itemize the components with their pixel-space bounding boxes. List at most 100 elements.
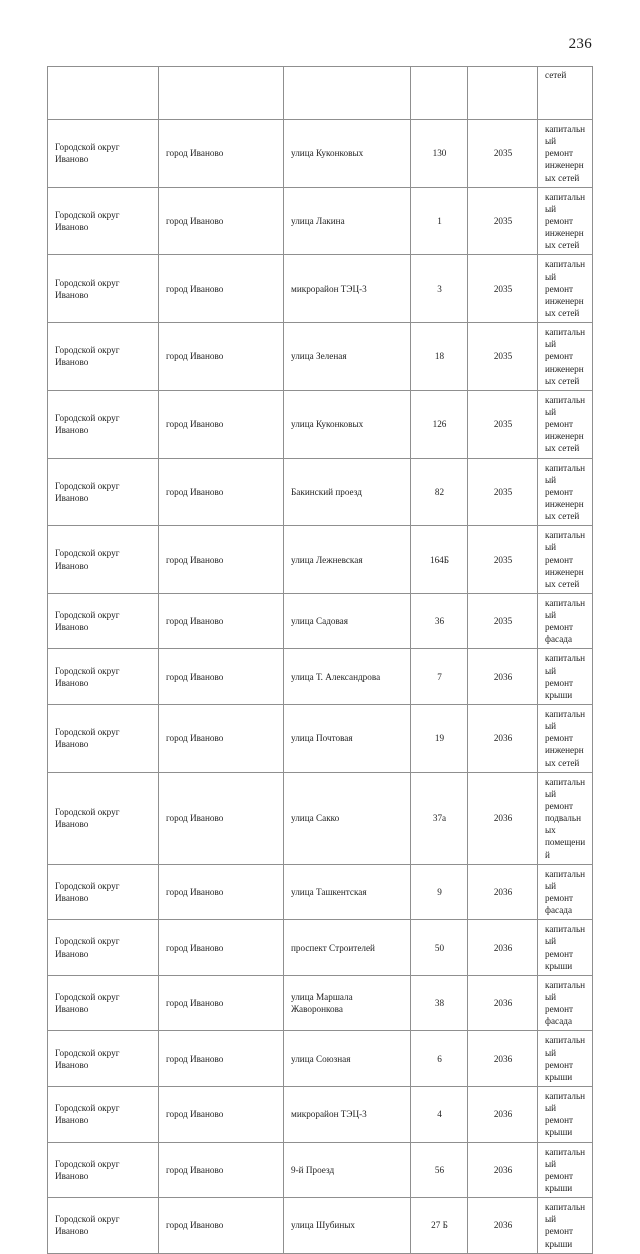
cell-year: 2036 — [467, 1085, 538, 1143]
cell-street: проспект Строителей — [283, 919, 411, 976]
cell-house-number: 82 — [410, 457, 468, 527]
cell-work-type: капитальный ремонт крыши — [537, 1141, 593, 1199]
table-row: Городской округ Иваново город Иваново улиц… — [47, 119, 593, 188]
cell-work-type: капитальный ремонт крыши — [537, 1197, 593, 1254]
cell-work-type: сетей — [537, 66, 593, 120]
cell-house-number: 1 — [410, 186, 468, 256]
table-row: Городской округ Иваново город Иваново улиц… — [47, 704, 593, 773]
cell-muniicipality: Городской округ Иваново — [47, 457, 159, 527]
cell-house-number: 37а — [410, 771, 468, 865]
cell-street: улица Почтовая — [283, 704, 411, 773]
cell-year: 2035 — [467, 186, 538, 256]
table-row: Городской округ Иваново город Иваново улиц… — [47, 1197, 593, 1254]
cell-year: 2036 — [467, 1141, 538, 1199]
cell-house-number: 4 — [410, 1085, 468, 1143]
cell-work-type: капитальный ремонт крыши — [537, 648, 593, 706]
cell-work-type: капитальный ремонт инженерных сетей — [537, 254, 593, 324]
cell-year: 2036 — [467, 974, 538, 1032]
cell-year: 2036 — [467, 919, 538, 976]
cell-house-number: 126 — [410, 389, 468, 459]
cell-year: 2036 — [467, 1197, 538, 1254]
cell-settlement: город Иваново — [158, 525, 284, 594]
cell-house-number: 6 — [410, 1030, 468, 1087]
cell-street: микрорайон ТЭЦ-3 — [283, 254, 411, 324]
cell-work-type: капитальный ремонт подвальных помещений — [537, 771, 593, 865]
cell-settlement: город Иваново — [158, 863, 284, 921]
cell-muniicipality: Городской округ Иваново — [47, 648, 159, 706]
table-row: Городской округ Иваново город Иваново улиц… — [47, 863, 593, 921]
page-number: 236 — [568, 36, 592, 52]
cell-muniicipality: Городской округ Иваново — [47, 592, 159, 650]
cell-settlement: город Иваново — [158, 592, 284, 650]
cell-house-number: 36 — [410, 592, 468, 650]
cell-street: улица Шубиных — [283, 1197, 411, 1254]
capital-repair-program-table-container: сетей Городской округ Иваново город Иванов… — [47, 66, 593, 1254]
cell-year: 2035 — [467, 389, 538, 459]
cell-work-type: капитальный ремонт инженерных сетей — [537, 525, 593, 594]
cell-street: Бакинский проезд — [283, 457, 411, 527]
table-row: Городской округ Иваново город Иваново улиц… — [47, 186, 593, 256]
cell-muniicipality: Городской округ Иваново — [47, 389, 159, 459]
cell-street: улица Т. Александрова — [283, 648, 411, 706]
cell-settlement: город Иваново — [158, 1030, 284, 1087]
cell-house-number: 3 — [410, 254, 468, 324]
cell-street: улица Союзная — [283, 1030, 411, 1087]
cell-house-number — [410, 66, 468, 120]
cell-work-type: капитальный ремонт инженерных сетей — [537, 322, 593, 391]
cell-settlement: город Иваново — [158, 648, 284, 706]
cell-street: улица Куконковых — [283, 389, 411, 459]
table-row: Городской округ Иваново город Иваново улиц… — [47, 974, 593, 1032]
cell-house-number: 7 — [410, 648, 468, 706]
cell-street: улица Лежневская — [283, 525, 411, 594]
cell-settlement: город Иваново — [158, 919, 284, 976]
cell-house-number: 38 — [410, 974, 468, 1032]
cell-work-type: капитальный ремонт фасада — [537, 974, 593, 1032]
cell-street: улица Маршала Жаворонкова — [283, 974, 411, 1032]
cell-muniicipality — [47, 66, 159, 120]
cell-house-number: 18 — [410, 322, 468, 391]
cell-work-type: капитальный ремонт инженерных сетей — [537, 186, 593, 256]
cell-year: 2035 — [467, 592, 538, 650]
cell-settlement — [158, 66, 284, 120]
cell-muniicipality: Городской округ Иваново — [47, 1141, 159, 1199]
cell-year — [467, 66, 538, 120]
table-row: Городской округ Иваново город Иваново улиц… — [47, 592, 593, 650]
cell-house-number: 9 — [410, 863, 468, 921]
cell-street: улица Куконковых — [283, 119, 411, 188]
table-row: Городской округ Иваново город Иваново улиц… — [47, 648, 593, 706]
cell-work-type: капитальный ремонт крыши — [537, 1085, 593, 1143]
document-page: 236 сетей Городской округ Иваново город Ив… — [47, 36, 593, 1254]
cell-street: улица Сакко — [283, 771, 411, 865]
cell-year: 2035 — [467, 254, 538, 324]
cell-street: улица Садовая — [283, 592, 411, 650]
table-row: Городской округ Иваново город Иваново микр… — [47, 1085, 593, 1143]
cell-muniicipality: Городской округ Иваново — [47, 1085, 159, 1143]
cell-street: улица Лакина — [283, 186, 411, 256]
cell-street: улица Зеленая — [283, 322, 411, 391]
cell-muniicipality: Городской округ Иваново — [47, 1197, 159, 1254]
cell-house-number: 130 — [410, 119, 468, 188]
cell-muniicipality: Городской округ Иваново — [47, 254, 159, 324]
cell-muniicipality: Городской округ Иваново — [47, 863, 159, 921]
cell-work-type: капитальный ремонт инженерных сетей — [537, 704, 593, 773]
cell-year: 2035 — [467, 322, 538, 391]
cell-year: 2035 — [467, 457, 538, 527]
cell-muniicipality: Городской округ Иваново — [47, 771, 159, 865]
table-row: Городской округ Иваново город Иваново Баки… — [47, 457, 593, 527]
cell-house-number: 164Б — [410, 525, 468, 594]
cell-settlement: город Иваново — [158, 974, 284, 1032]
cell-street — [283, 66, 411, 120]
cell-muniicipality: Городской округ Иваново — [47, 186, 159, 256]
table-row: Городской округ Иваново город Иваново прос… — [47, 919, 593, 976]
table-row: Городской округ Иваново город Иваново улиц… — [47, 1030, 593, 1087]
cell-muniicipality: Городской округ Иваново — [47, 919, 159, 976]
cell-settlement: город Иваново — [158, 457, 284, 527]
table-row: Городской округ Иваново город Иваново 9-й … — [47, 1141, 593, 1199]
cell-muniicipality: Городской округ Иваново — [47, 1030, 159, 1087]
cell-house-number: 19 — [410, 704, 468, 773]
cell-street: микрорайон ТЭЦ-3 — [283, 1085, 411, 1143]
cell-settlement: город Иваново — [158, 322, 284, 391]
cell-house-number: 50 — [410, 919, 468, 976]
cell-muniicipality: Городской округ Иваново — [47, 322, 159, 391]
cell-settlement: город Иваново — [158, 254, 284, 324]
